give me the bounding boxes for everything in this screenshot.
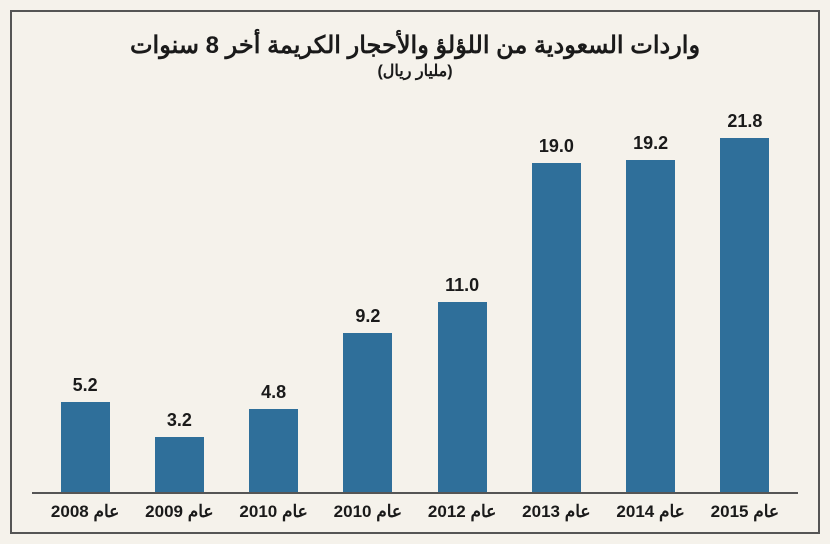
- chart-container: واردات السعودية من اللؤلؤ والأحجار الكري…: [10, 10, 820, 534]
- plot-area: 5.23.24.89.211.019.019.221.8 عام 2008عام…: [32, 111, 798, 522]
- bar-value-label: 9.2: [355, 306, 380, 327]
- bar-category-label: عام 2009: [132, 502, 226, 522]
- bar-rect: [61, 402, 110, 492]
- bar-slot: 19.2: [604, 111, 698, 492]
- bar-rect: [155, 437, 204, 492]
- bar-slot: 11.0: [415, 111, 509, 492]
- bars-row: 5.2 3.2 4.8 9.2 11.0 19.0 19.2 21.8: [32, 111, 798, 494]
- bar-rect: [438, 302, 487, 492]
- bar-category-label: عام 2010: [227, 502, 321, 522]
- bar-slot: 4.8: [227, 111, 321, 492]
- bar-rect: [532, 163, 581, 492]
- chart-title: واردات السعودية من اللؤلؤ والأحجار الكري…: [32, 30, 798, 61]
- bar-category-label: عام 2012: [415, 502, 509, 522]
- bar-category-label: عام 2015: [698, 502, 792, 522]
- bar-category-label: عام 2014: [604, 502, 698, 522]
- bar-value-label: 21.8: [727, 111, 762, 132]
- bar-slot: 5.2: [38, 111, 132, 492]
- bar-rect: [720, 138, 769, 492]
- bar-rect: [249, 409, 298, 492]
- bar-value-label: 19.2: [633, 133, 668, 154]
- labels-row: عام 2008عام 2009عام 2010عام 2010عام 2012…: [32, 494, 798, 522]
- bar-slot: 19.0: [509, 111, 603, 492]
- bar-rect: [626, 160, 675, 492]
- bar-category-label: عام 2010: [321, 502, 415, 522]
- bar-value-label: 3.2: [167, 410, 192, 431]
- bar-value-label: 4.8: [261, 382, 286, 403]
- bar-slot: 3.2: [132, 111, 226, 492]
- bar-value-label: 5.2: [73, 375, 98, 396]
- bar-slot: 9.2: [321, 111, 415, 492]
- bar-value-label: 19.0: [539, 136, 574, 157]
- chart-subtitle: (مليار ريال): [32, 61, 798, 81]
- bar-category-label: عام 2008: [38, 502, 132, 522]
- bar-rect: [343, 333, 392, 492]
- bar-category-label: عام 2013: [509, 502, 603, 522]
- bar-slot: 21.8: [698, 111, 792, 492]
- bar-value-label: 11.0: [445, 275, 479, 296]
